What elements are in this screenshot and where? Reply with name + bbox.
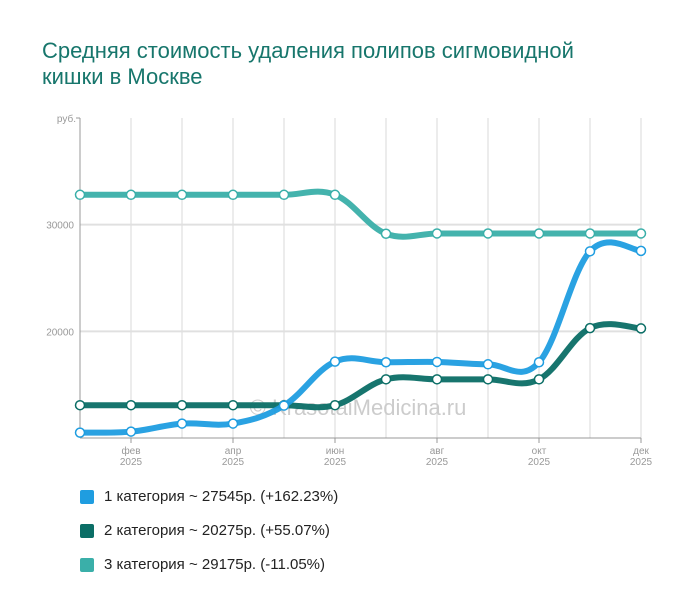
x-tick-year: 2025	[528, 457, 551, 468]
x-tick-month: апр	[225, 446, 242, 457]
data-point-1	[533, 357, 545, 368]
data-point-3	[176, 189, 188, 201]
x-tick-month: фев	[121, 445, 140, 457]
legend-swatch-2	[80, 523, 94, 538]
data-point-3	[533, 228, 545, 239]
data-point-1	[227, 418, 239, 429]
x-tick-year: 2025	[324, 457, 347, 468]
x-tick-year: 2025	[222, 457, 245, 468]
data-point-3	[125, 189, 137, 201]
x-tick-month: дек	[633, 446, 649, 457]
y-axis-unit: руб.	[57, 113, 76, 125]
series-line-3	[77, 188, 644, 240]
data-point-2	[635, 323, 647, 334]
data-point-1	[329, 356, 341, 367]
data-point-3	[584, 228, 596, 239]
legend-label-3: 3 категория ~ 29175р. (-11.05%)	[104, 556, 326, 573]
data-point-2	[482, 374, 494, 385]
data-point-2	[533, 374, 545, 385]
data-point-1	[431, 356, 443, 368]
data-point-1	[125, 426, 137, 437]
data-point-2	[329, 399, 341, 411]
data-point-3	[380, 228, 392, 239]
data-point-1	[380, 357, 392, 368]
data-point-3	[635, 228, 647, 239]
data-point-2	[74, 399, 86, 411]
data-point-1	[584, 246, 596, 257]
data-point-3	[431, 228, 443, 239]
legend-label-1: 1 категория ~ 27545р. (+162.23%)	[104, 488, 339, 505]
x-tick-month: июн	[326, 446, 345, 457]
chart-title: Средняя стоимость удаления полипов сигмо…	[42, 38, 574, 89]
y-tick-label: 30000	[46, 221, 74, 232]
data-point-1	[635, 245, 647, 257]
x-tick-year: 2025	[426, 457, 449, 468]
data-point-2	[380, 374, 392, 385]
legend-item-2[interactable]: 2 категория ~ 20275р. (+55.07%)	[80, 522, 330, 539]
data-point-2	[227, 399, 239, 411]
data-point-3	[482, 228, 494, 239]
data-point-1	[278, 400, 290, 411]
data-point-2	[176, 399, 188, 411]
legend-item-1[interactable]: 1 категория ~ 27545р. (+162.23%)	[80, 488, 338, 505]
data-point-2	[125, 399, 137, 411]
data-point-3	[227, 189, 239, 201]
x-tick-year: 2025	[120, 457, 143, 468]
data-point-2	[431, 374, 443, 385]
legend-swatch-1	[80, 489, 94, 504]
legend-swatch-3	[80, 557, 94, 572]
data-point-1	[74, 427, 86, 438]
legend-label-2: 2 категория ~ 20275р. (+55.07%)	[104, 522, 330, 539]
data-point-1	[482, 359, 494, 370]
y-tick-label: 20000	[46, 327, 74, 338]
x-tick-month: авг	[430, 446, 445, 457]
data-point-3	[74, 189, 86, 201]
x-tick-month: окт	[532, 446, 547, 457]
data-point-1	[176, 418, 188, 429]
data-point-3	[329, 189, 341, 201]
series-line-2	[77, 321, 644, 411]
data-point-2	[584, 322, 596, 334]
legend-item-3[interactable]: 3 категория ~ 29175р. (-11.05%)	[80, 556, 325, 573]
data-point-3	[278, 189, 290, 201]
x-tick-year: 2025	[630, 457, 653, 468]
